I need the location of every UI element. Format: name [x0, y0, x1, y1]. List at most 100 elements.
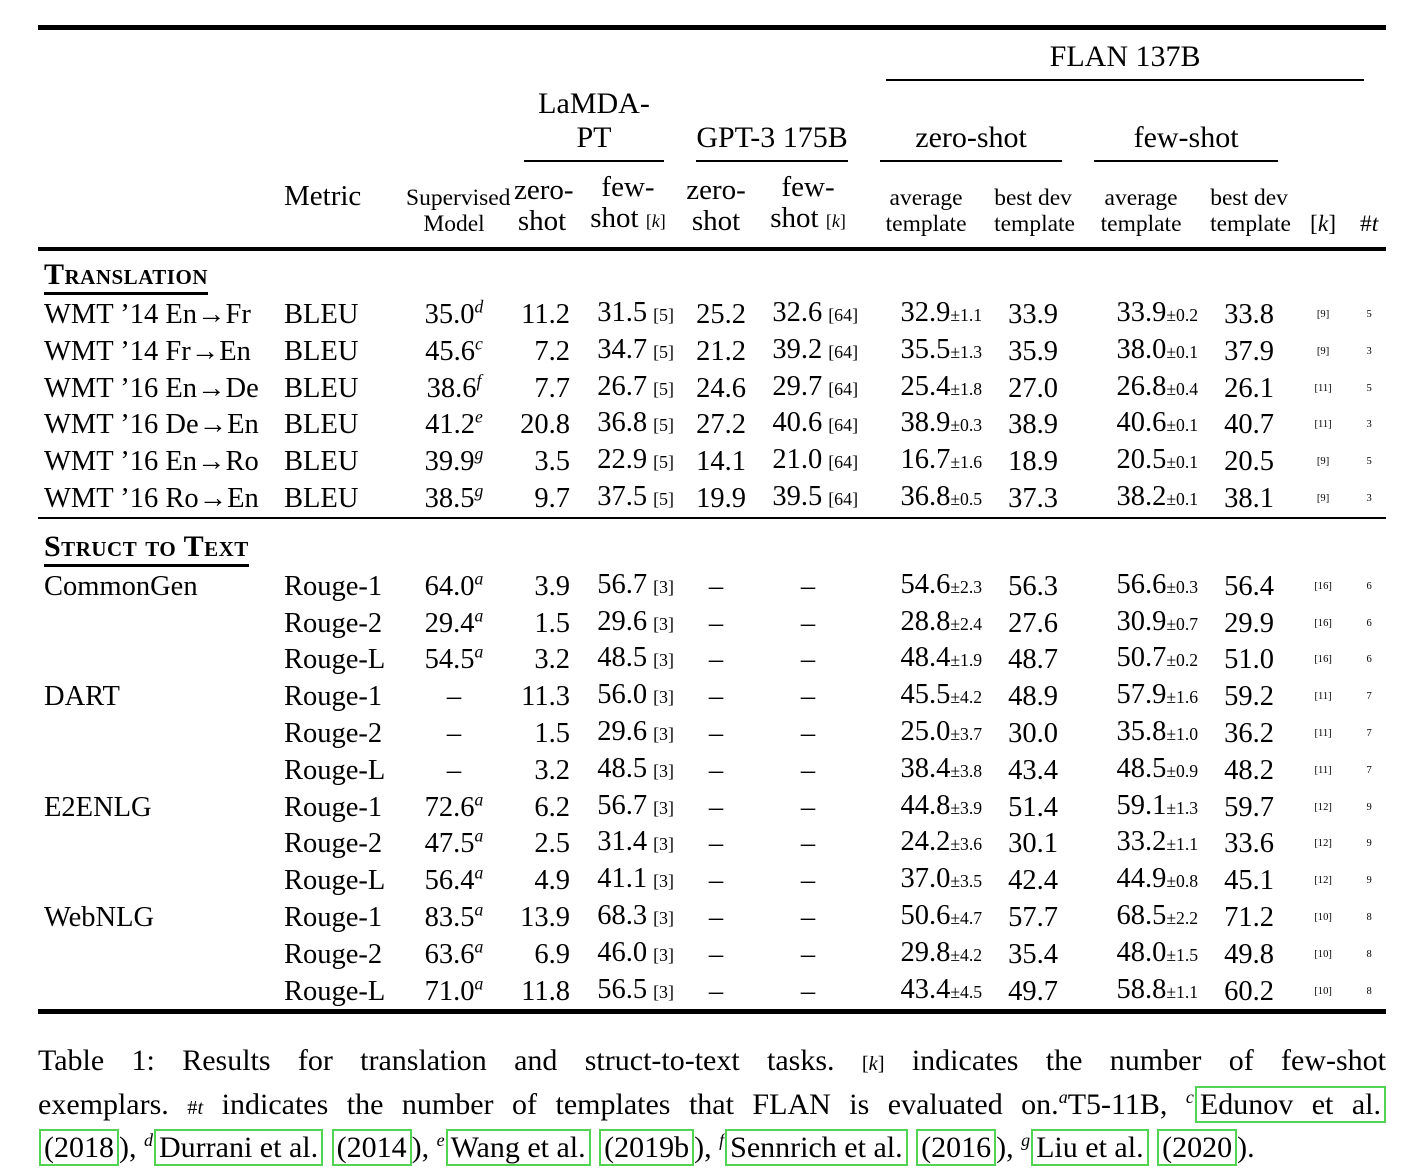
cell-text: 38.5 [424, 482, 475, 514]
cell-text: ±3.9 [950, 797, 983, 818]
col-header-supervised: Supervised Model [400, 162, 510, 251]
footnote-marker: g [474, 443, 484, 464]
cell-text: [3] [653, 723, 674, 744]
cell-text: [5] [653, 415, 674, 436]
caption-text: ), [119, 1131, 144, 1165]
cell-text: 63.6 [424, 938, 475, 970]
citation-link[interactable]: Durrani et al. [154, 1129, 324, 1167]
cell-text: 30.9 [1116, 605, 1167, 637]
citation-link[interactable]: (2018 [39, 1129, 119, 1167]
supervised-cell: 45.6c [400, 333, 508, 370]
cell-text: ±0.3 [1166, 576, 1199, 597]
section-cell: Translation [38, 249, 1386, 296]
cell-text: – [800, 570, 816, 602]
cell-text: ±1.8 [950, 378, 983, 399]
cell-text: WMT ’16 En→Ro [44, 446, 259, 478]
citation-link[interactable]: Wang et al. [445, 1129, 591, 1167]
cell-text: 37.5 [597, 480, 648, 512]
supervised-cell: 35.0d [400, 296, 508, 333]
cell-text: [3] [653, 871, 674, 892]
cell-text: 47.5 [424, 828, 475, 860]
col-header-k: [k] [1294, 162, 1353, 251]
flan-zs-best-cell: 48.9 [988, 678, 1078, 715]
cell-text: 3.9 [534, 570, 570, 602]
num-templates-cell: 6 [1352, 641, 1386, 678]
task-cell: WMT ’16 Ro→En [38, 480, 278, 518]
task-cell [38, 715, 278, 752]
cell-text: 43.4 [1008, 754, 1059, 786]
cell-text: 2.5 [534, 828, 570, 860]
num-templates-cell: 8 [1352, 936, 1386, 973]
table-row: Rouge-2 29.4a 1.5 29.6 [3] – –28.8±2.4 27.6 30.9… [38, 605, 1386, 642]
citation-link[interactable]: Edunov et al. [1194, 1085, 1386, 1123]
num-templates-cell: 7 [1352, 752, 1386, 789]
flan-fs-avg-cell: 26.8±0.4 [1078, 370, 1204, 407]
gpt3-zeroshot-cell: 19.9 [680, 480, 752, 518]
cell-text: 25.0 [900, 715, 951, 747]
flan-fs-avg-cell: 58.8±1.1 [1078, 973, 1204, 1010]
cell-text: [64] [828, 378, 859, 399]
cell-text: [11] [1314, 727, 1332, 739]
footnote-marker: e [436, 1130, 445, 1151]
gpt3-fewshot-cell: – [752, 715, 864, 752]
cell-text: 38.6 [426, 372, 477, 404]
metric-cell: Rouge-1 [278, 789, 400, 826]
cell-text: 41.1 [597, 863, 648, 895]
gpt3-zeroshot-cell: – [680, 789, 752, 826]
flan-zs-best-cell: 42.4 [988, 862, 1078, 899]
gpt3-fewshot-cell: 39.2 [64] [752, 333, 864, 370]
cell-text: – [800, 828, 816, 860]
gpt3-zeroshot-cell: – [680, 568, 752, 605]
flan-fs-avg-cell: 44.9±0.8 [1078, 862, 1204, 899]
cell-text: 38.9 [1008, 409, 1059, 441]
citation-link[interactable]: (2014 [331, 1129, 412, 1167]
gpt3-zeroshot-cell: – [680, 936, 752, 973]
cell-text: 59.1 [1116, 789, 1167, 821]
cell-text: 16.7 [900, 444, 951, 476]
citation-link[interactable]: (2019b [599, 1129, 695, 1167]
cell-text: 48.7 [1008, 644, 1059, 676]
footnote-marker: g [474, 480, 484, 501]
section-row: Translation [38, 249, 1386, 296]
caption-text: ). [1237, 1131, 1255, 1165]
gpt3-fewshot-cell: 29.7 [64] [752, 370, 864, 407]
lamda-fewshot-cell: 56.0 [3] [576, 678, 680, 715]
k-cell: [9] [1294, 296, 1352, 333]
col-header-flan-zs-average-template: average template [864, 162, 989, 251]
cell-text: Rouge-1 [284, 791, 383, 823]
lamda-zeroshot-cell: 3.9 [508, 568, 576, 605]
task-cell [38, 973, 278, 1010]
header-spacer [38, 81, 508, 162]
table-frame: FLAN 137B LaMDA-PT GPT-3 175B zero-shot [38, 25, 1387, 1015]
cell-text: BLEU [284, 335, 359, 367]
cell-text: – [800, 644, 816, 676]
num-templates-cell: 3 [1352, 480, 1386, 518]
cell-text: ±1.3 [1166, 797, 1199, 818]
cell-text: [3] [653, 797, 674, 818]
cell-text: 3 [1366, 492, 1372, 504]
flan-fs-avg-cell: 38.0±0.1 [1078, 333, 1204, 370]
caption-symbol: t [197, 1096, 204, 1119]
citation-link[interactable]: (2016 [916, 1129, 997, 1167]
cell-text: [11] [1314, 691, 1332, 703]
citation-link[interactable]: Sennrich et al. [725, 1129, 908, 1167]
citation-link[interactable]: (2020 [1157, 1129, 1238, 1167]
cell-text: 13.9 [520, 901, 570, 933]
citation-link[interactable]: Liu et al. [1031, 1129, 1149, 1167]
cell-text: 56.7 [597, 789, 648, 821]
header-group-row-models: LaMDA-PT GPT-3 175B zero-shot few-shot [38, 81, 1386, 162]
table-row: Rouge-2–1.5 29.6 [3] – –25.0±3.7 30.0 35.8±1.0… [38, 715, 1386, 752]
lamda-group-label: LaMDA-PT [538, 87, 650, 154]
caption-text: indicates the number of few-shot [884, 1044, 1387, 1078]
cell-text: 31.4 [597, 826, 648, 858]
cell-text: 35.5 [900, 333, 951, 365]
supervised-cell: 72.6a [400, 789, 508, 826]
col-header-flan-fs-best-dev-template: best dev template [1204, 162, 1295, 251]
task-cell: DART [38, 678, 278, 715]
flan-fs-avg-cell: 57.9±1.6 [1078, 678, 1204, 715]
cell-text: [11] [1314, 382, 1332, 394]
cell-text: [9] [1316, 309, 1330, 320]
cell-text: [3] [653, 613, 674, 634]
lamda-fewshot-cell: 31.4 [3] [576, 825, 680, 862]
cell-text: [5] [653, 341, 674, 362]
